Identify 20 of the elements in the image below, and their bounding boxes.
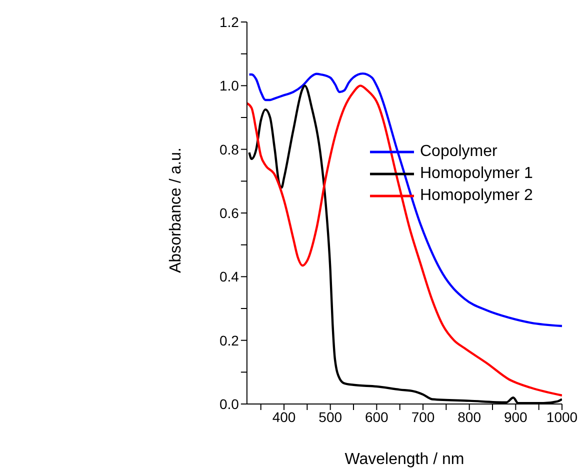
y-tick-label: 1.2 <box>219 14 240 30</box>
x-tick-label: 800 <box>458 408 482 425</box>
y-tick-label: 0.4 <box>219 268 240 285</box>
y-tick-label: 0.2 <box>219 332 240 348</box>
y-tick-label: 0.8 <box>219 141 240 158</box>
line-series <box>248 72 562 328</box>
x-tick-label: 700 <box>411 408 435 425</box>
x-tick-label: 900 <box>504 408 528 425</box>
x-tick-label: 400 <box>272 408 296 425</box>
y-tick-label: 0.6 <box>219 204 240 221</box>
x-tick-label: 1000 <box>546 408 578 425</box>
y-tick-label: 0.0 <box>219 396 240 412</box>
x-tick-label: 500 <box>318 408 342 425</box>
legend-label: Copolymer <box>420 143 498 161</box>
x-axis-title: Wavelength / nm <box>344 451 464 468</box>
y-axis-title: Absorbance / a.u. <box>168 148 185 273</box>
legend-label: Homopolymer 2 <box>420 187 533 205</box>
x-tick-label: 600 <box>364 408 389 425</box>
legend-label: Homopolymer 1 <box>420 165 533 183</box>
y-tick-label: 1.0 <box>219 78 240 94</box>
